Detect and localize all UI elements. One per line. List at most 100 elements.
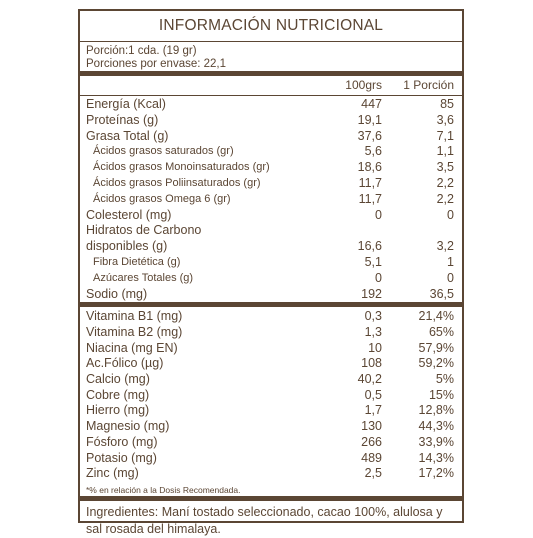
value-100g: 40,2 [357,372,382,387]
value-portion: 3,5 [436,160,454,175]
nutrient-row: Energía (Kcal) 447 85 [80,97,462,113]
value-portion: 65% [428,325,454,340]
value-portion: 59,2% [418,356,454,371]
value-100g: 11,7 [358,191,382,206]
value-portion: 17,2% [418,466,454,481]
row-name: Ac.Fólico (µg) [86,356,164,371]
row-name: Azúcares Totales (g) [93,271,194,284]
vitamin-row: Ac.Fólico (µg) 108 59,2% [80,356,462,372]
nutrient-row: Colesterol (mg) 0 0 [80,208,462,224]
row-name: Colesterol (mg) [86,207,172,222]
vitamin-row: Zinc (mg) 2,5 17,2% [80,466,462,482]
value-100g: 11,7 [358,175,382,190]
row-name: Cobre (mg) [86,387,150,402]
nutrient-row: Grasa Total (g) 37,6 7,1 [80,129,462,145]
value-portion: 2,2 [436,175,454,190]
value-100g: 0 [375,207,382,222]
value-portion: 3,2 [436,239,454,254]
ingredients: Ingredientes: Maní tostado seleccionado,… [80,501,462,538]
row-name: Ácidos grasos Monoinsaturados (gr) [93,161,270,174]
column-100g: 100grs [345,78,382,92]
value-100g: 2,5 [364,466,382,481]
vitamin-row: Fósforo (mg) 266 33,9% [80,435,462,451]
column-header: 100grs 1 Porción [80,76,462,95]
value-100g: 0,5 [364,387,382,402]
vitamin-row: Vitamina B2 (mg) 1,3 65% [80,325,462,341]
divider-thick [80,302,462,308]
value-portion: 12,8% [418,403,454,418]
row-name: Zinc (mg) [86,466,139,481]
value-portion: 5% [435,372,454,387]
servings-per-container: Porciones por envase: 22,1 [86,58,227,70]
row-name: Ácidos grasos saturados (gr) [93,145,234,158]
value-portion: 7,1 [436,128,454,143]
value-portion: 15% [428,387,454,402]
value-portion: 14,3% [418,450,454,465]
value-100g: 5,6 [364,144,382,159]
value-100g: 0,3 [364,309,382,324]
value-100g: 19,1 [357,112,382,127]
value-portion: 0 [447,207,454,222]
row-name: Vitamina B1 (mg) [86,309,183,324]
vitamin-row: Calcio (mg) 40,2 5% [80,372,462,388]
value-100g: 5,1 [364,254,382,269]
divider-thick [80,71,462,76]
value-portion: 1 [447,254,454,269]
value-100g: 10 [368,340,382,355]
value-portion: 3,6 [436,112,454,127]
divider-thick [80,495,462,501]
value-portion: 44,3% [418,419,454,434]
vitamins-table: Vitamina B1 (mg) 0,3 21,4% Vitamina B2 (mg)… [80,307,462,482]
value-100g: 447 [361,97,382,111]
value-100g: 192 [361,286,382,301]
row-name: Fibra Dietética (g) [93,255,181,268]
row-name: Hidratos de Carbono [86,223,202,238]
value-100g: 1,7 [364,403,382,418]
row-name: Sodio (mg) [86,286,148,301]
row-name: Grasa Total (g) [86,128,169,143]
vitamin-row: Niacina (mg EN) 10 57,9% [80,341,462,357]
nutrient-row: Proteínas (g) 19,1 3,6 [80,113,462,129]
vitamin-row: Magnesio (mg) 130 44,3% [80,419,462,435]
nutrient-row: Sodio (mg) 192 36,5 [80,287,462,303]
nutrient-row: Ácidos grasos Monoinsaturados (gr) 18,6 3,… [80,160,462,176]
value-portion: 2,2 [436,191,454,206]
value-portion: 1,1 [436,144,454,159]
column-portion: 1 Porción [403,78,454,92]
value-portion: 85 [440,97,454,111]
nutrient-row: Hidratos de Carbono [80,223,462,239]
value-portion: 0 [447,270,454,285]
divider-thin [80,95,462,96]
value-100g: 266 [361,434,382,449]
nutrient-row: Ácidos grasos saturados (gr) 5,6 1,1 [80,144,462,160]
row-name: Fósforo (mg) [86,434,158,449]
row-name: Energía (Kcal) [86,97,166,111]
row-name: Ácidos grasos Omega 6 (gr) [93,192,231,205]
value-100g: 37,6 [357,128,382,143]
row-name: disponibles (g) [86,239,168,254]
value-100g: 0 [375,270,382,285]
nutrient-row: Ácidos grasos Poliinsaturados (gr) 11,7 2,… [80,176,462,192]
row-name: Potasio (mg) [86,450,157,465]
value-100g: 108 [361,356,382,371]
value-100g: 1,3 [364,325,382,340]
nutrient-row: Azúcares Totales (g) 0 0 [80,271,462,287]
nutrient-row: Fibra Dietética (g) 5,1 1 [80,255,462,271]
row-name: Hierro (mg) [86,403,150,418]
vitamin-row: Cobre (mg) 0,5 15% [80,388,462,404]
nutrients-table: Energía (Kcal) 447 85 Proteínas (g) 19,1 3,6 G… [80,96,462,302]
nutrient-row: Ácidos grasos Omega 6 (gr) 11,7 2,2 [80,192,462,208]
value-portion: 57,9% [418,340,454,355]
vitamin-row: Vitamina B1 (mg) 0,3 21,4% [80,309,462,325]
value-portion: 33,9% [418,434,454,449]
value-100g: 18,6 [357,160,382,175]
row-name: Proteínas (g) [86,112,159,127]
vitamin-row: Potasio (mg) 489 14,3% [80,451,462,467]
serving-info: Porción:1 cda. (19 gr) Porciones por env… [80,42,462,71]
nutrient-row: disponibles (g) 16,6 3,2 [80,239,462,255]
value-100g: 489 [361,450,382,465]
row-name: Calcio (mg) [86,372,150,387]
row-name: Ácidos grasos Poliinsaturados (gr) [93,176,261,189]
footnote: *% en relación a la Dosis Recomendada. [86,484,241,495]
value-portion: 36,5 [429,286,454,301]
